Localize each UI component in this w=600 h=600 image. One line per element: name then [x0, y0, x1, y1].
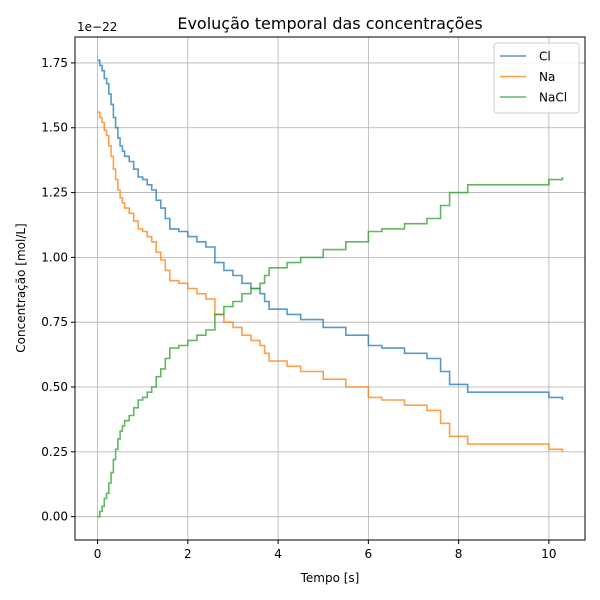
- y-tick-label: 1.75: [41, 56, 68, 70]
- x-axis-label: Tempo [s]: [300, 571, 360, 585]
- x-tick-label: 6: [365, 547, 373, 561]
- series-line-na: [97, 111, 564, 452]
- legend: Cl Na NaCl: [493, 42, 580, 114]
- y-tick-label: 1.00: [41, 250, 68, 264]
- x-tick-label: 10: [541, 547, 556, 561]
- y-tick-label: 0.00: [41, 510, 68, 524]
- grid: [75, 37, 585, 540]
- y-multiplier: 1e−22: [77, 20, 117, 34]
- chart-title: Evolução temporal das concentrações: [177, 14, 482, 33]
- x-tick-label: 2: [184, 547, 192, 561]
- legend-box: [493, 42, 580, 114]
- legend-label-na: Na: [539, 70, 555, 84]
- x-tick-label: 4: [274, 547, 282, 561]
- plot-frame: [74, 36, 586, 541]
- series-line-nacl: [97, 177, 564, 518]
- y-tick-label: 1.50: [41, 121, 68, 135]
- y-tick-label: 1.25: [41, 186, 68, 200]
- legend-label-cl: Cl: [539, 50, 551, 64]
- y-tick-label: 0.25: [41, 445, 68, 459]
- legend-label-nacl: NaCl: [539, 91, 567, 105]
- y-axis: 0.00 0.25 0.50 0.75 1.00 1.25 1.50 1.75: [41, 56, 75, 524]
- y-tick-label: 0.75: [41, 315, 68, 329]
- y-axis-label: Concentração [mol/L]: [14, 223, 28, 352]
- series-line-cl: [97, 59, 564, 400]
- y-tick-label: 0.50: [41, 380, 68, 394]
- series-layer: [97, 59, 564, 518]
- x-tick-label: 8: [455, 547, 463, 561]
- x-tick-label: 0: [94, 547, 102, 561]
- x-axis: 0 2 4 6 8 10: [94, 540, 557, 561]
